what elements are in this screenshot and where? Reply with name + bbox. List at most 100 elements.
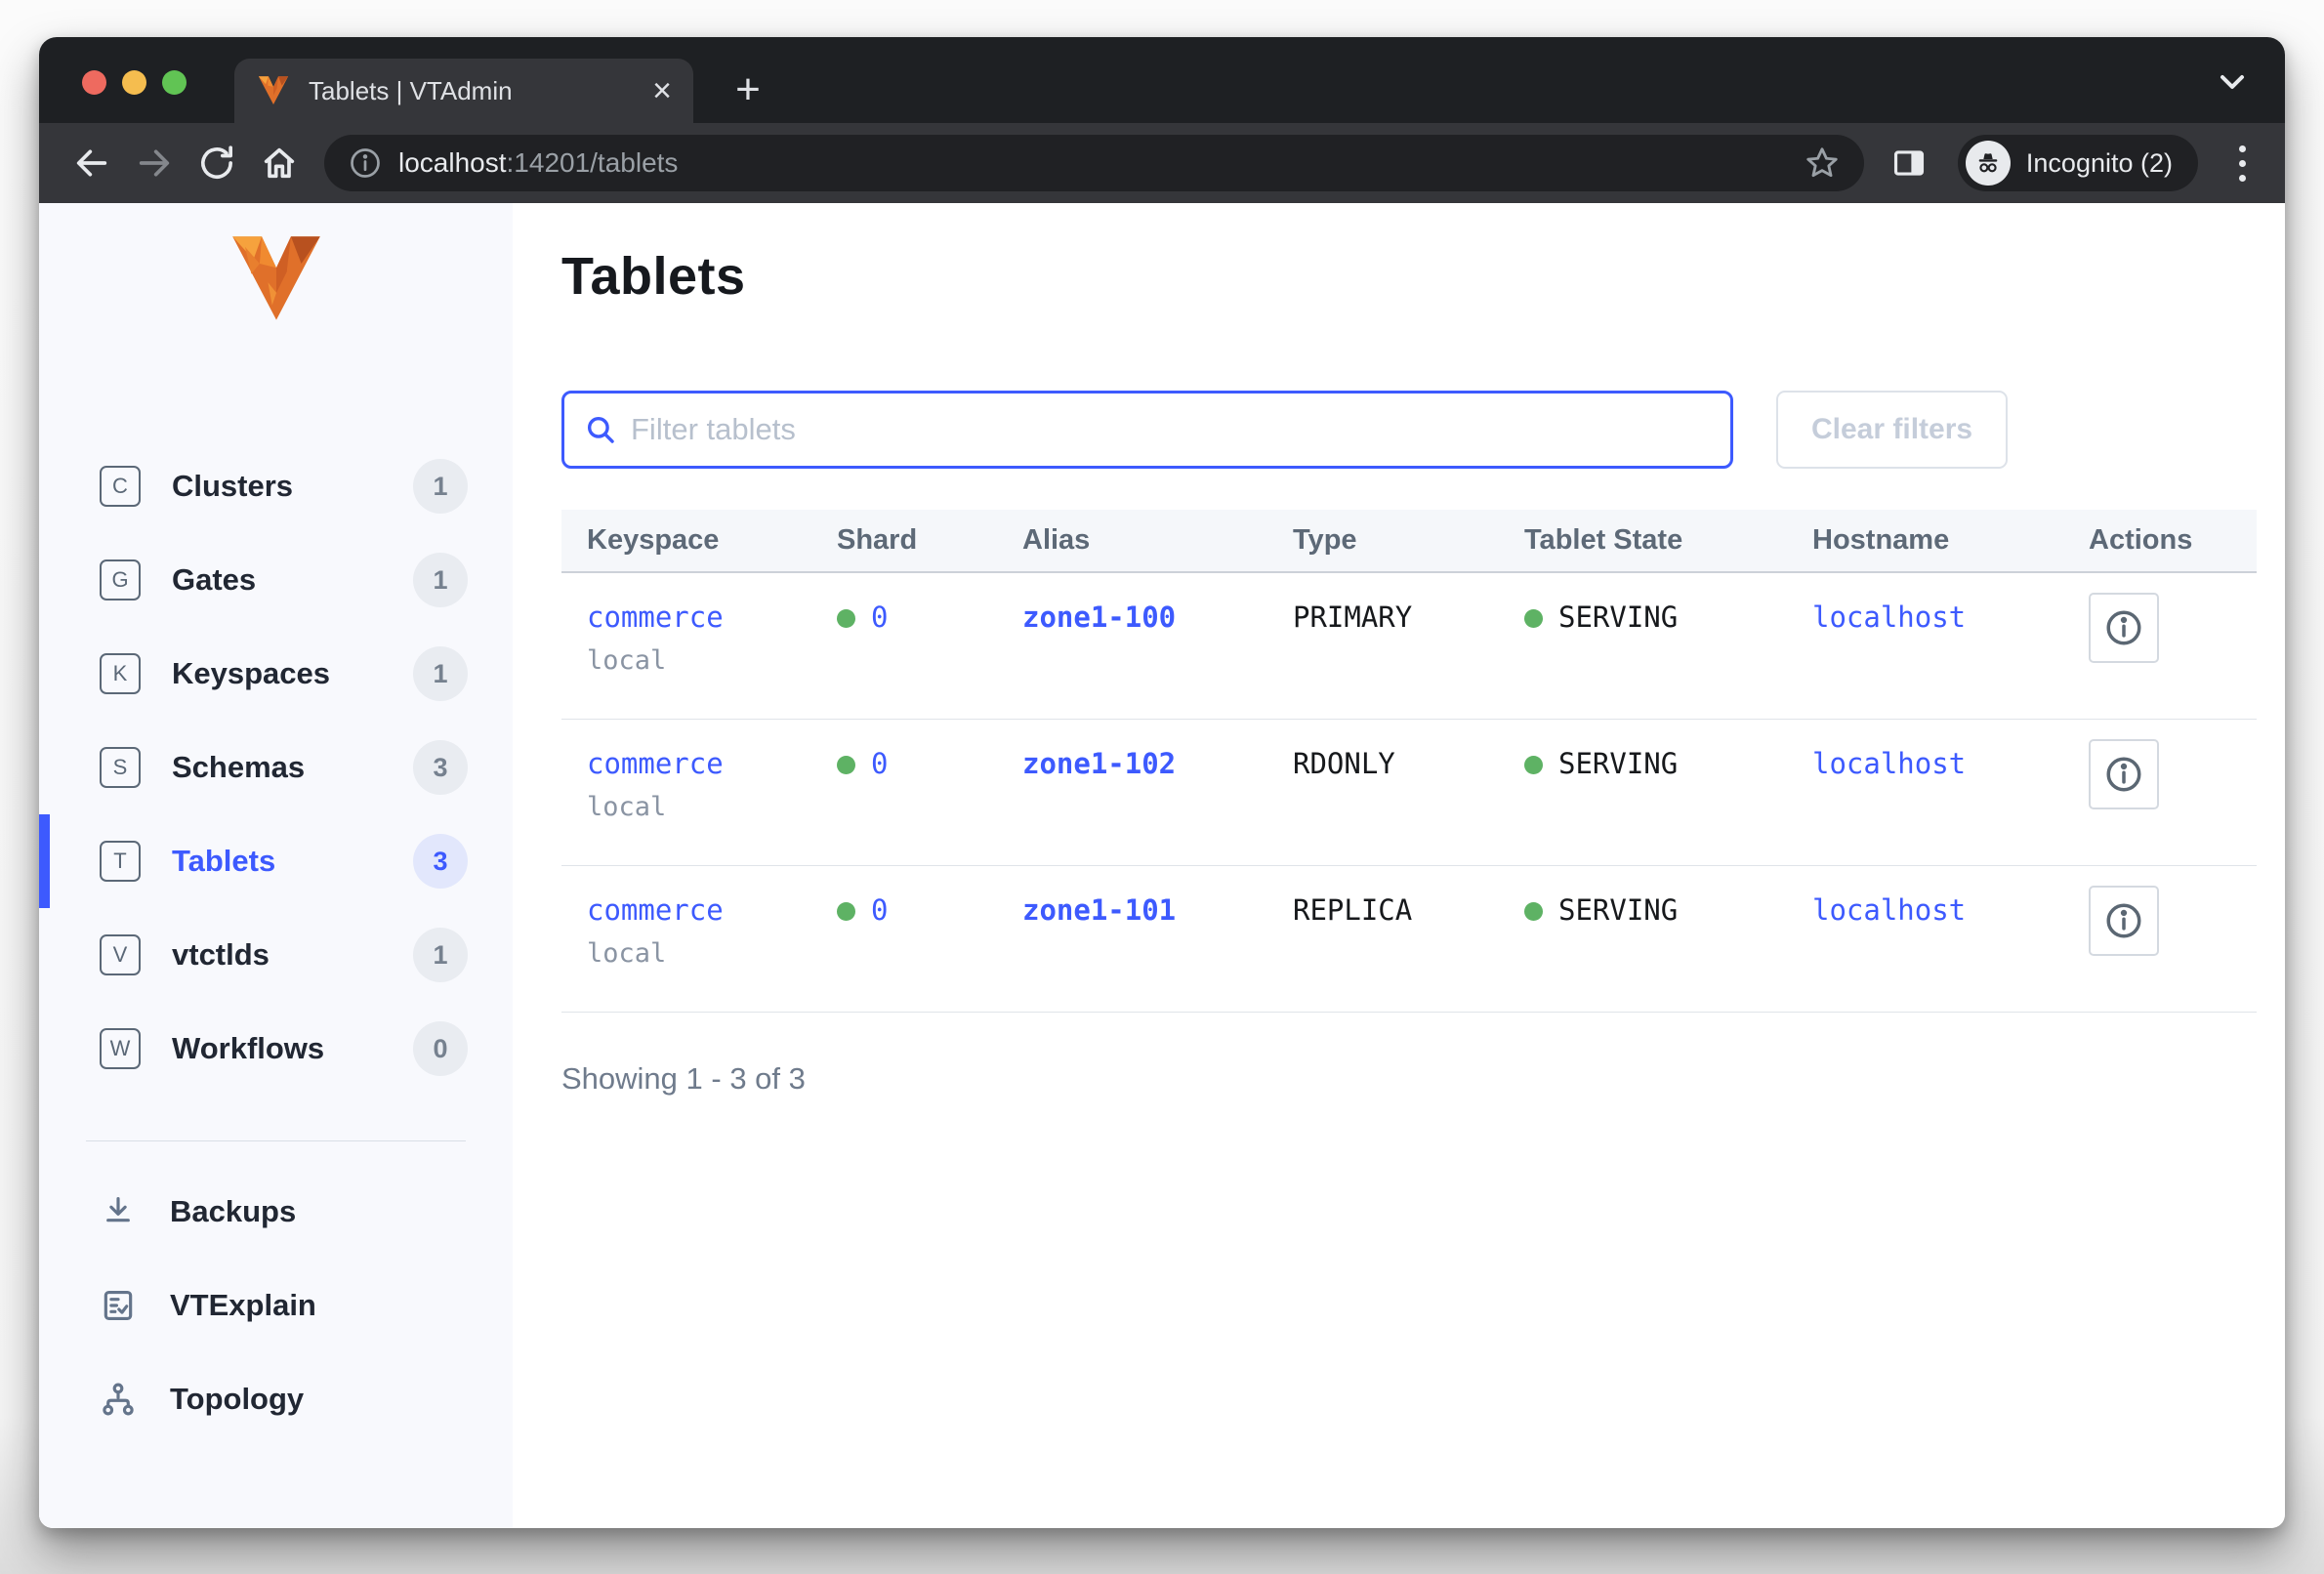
results-summary: Showing 1 - 3 of 3 [561, 1060, 806, 1096]
cluster-name: local [587, 645, 667, 676]
workflows-count-badge: 0 [413, 1021, 468, 1076]
new-tab-button[interactable]: + [735, 65, 761, 113]
sidebar-item-topology[interactable]: Topology [39, 1352, 513, 1446]
table-row: commerce local 0 zone1-102 RDONLY SERVIN… [561, 719, 2257, 866]
info-icon [2106, 610, 2141, 645]
table-row: commerce local 0 zone1-100 PRIMARY SERVI… [561, 572, 2257, 720]
back-button[interactable] [64, 136, 119, 190]
home-button[interactable] [252, 136, 307, 190]
vtexplain-icon [104, 1290, 133, 1321]
main-panel: Tablets Clear filters Keyspace Shard Ali… [513, 203, 2285, 1528]
topology-icon [103, 1383, 134, 1416]
tablet-state: SERVING [1558, 601, 1679, 634]
incognito-label: Incognito (2) [2025, 147, 2173, 178]
sidebar-item-clusters[interactable]: C Clusters 1 [39, 439, 513, 533]
tablet-info-button[interactable] [2089, 738, 2159, 809]
shard-link[interactable]: 0 [871, 892, 889, 927]
sidebar-nav: C Clusters 1 G Gates 1 K Keyspaces 1 S S… [39, 439, 513, 1096]
sidebar-item-gates[interactable]: G Gates 1 [39, 533, 513, 627]
sidebar-item-vtctlds[interactable]: V vtctlds 1 [39, 908, 513, 1002]
shard-link[interactable]: 0 [871, 746, 889, 780]
page-title: Tablets [561, 247, 746, 306]
zoom-window-button[interactable] [162, 70, 187, 95]
search-icon [587, 416, 614, 443]
tablet-info-button[interactable] [2089, 593, 2159, 663]
serving-status-dot [1524, 609, 1543, 628]
browser-tab[interactable]: Tablets | VTAdmin × [234, 59, 693, 123]
tablet-type: PRIMARY [1293, 601, 1413, 634]
tablets-count-badge: 3 [413, 834, 468, 889]
col-actions: Actions [2063, 510, 2257, 573]
incognito-icon [1965, 141, 2011, 186]
sidebar-item-workflows[interactable]: W Workflows 0 [39, 1002, 513, 1096]
reload-button[interactable] [189, 136, 244, 190]
hostname-link[interactable]: localhost [1812, 892, 1967, 927]
shard-link[interactable]: 0 [871, 601, 889, 634]
col-keyspace: Keyspace [561, 510, 811, 573]
browser-toolbar: localhost:14201/tablets Incognito (2) [39, 123, 2285, 203]
keyspace-link[interactable]: commerce [587, 892, 724, 927]
clusters-letter-icon: C [100, 466, 141, 507]
shard-status-dot [837, 609, 855, 628]
serving-status-dot [1524, 901, 1543, 921]
alias-link[interactable]: zone1-102 [1022, 746, 1177, 780]
page-info-icon[interactable] [348, 145, 383, 181]
window-controls [82, 70, 187, 95]
filter-box [561, 391, 1733, 469]
filter-tablets-input[interactable] [631, 412, 1711, 447]
vtctlds-letter-icon: V [100, 934, 141, 975]
keyspaces-letter-icon: K [100, 653, 141, 694]
clear-filters-button[interactable]: Clear filters [1776, 391, 2009, 469]
sidebar-item-tablets[interactable]: T Tablets 3 [39, 814, 513, 908]
info-icon [2106, 757, 2141, 791]
keyspace-link[interactable]: commerce [587, 746, 724, 780]
sidebar-item-schemas[interactable]: S Schemas 3 [39, 721, 513, 814]
table-row: commerce local 0 zone1-101 REPLICA SERVI… [561, 865, 2257, 1013]
tab-search-chevron-icon[interactable] [2213, 62, 2252, 102]
cluster-name: local [587, 937, 667, 969]
close-window-button[interactable] [82, 70, 106, 95]
url-bar[interactable]: localhost:14201/tablets [324, 135, 1864, 191]
col-alias: Alias [997, 510, 1267, 573]
tab-close-icon[interactable]: × [652, 72, 672, 109]
sidebar: C Clusters 1 G Gates 1 K Keyspaces 1 S S… [39, 203, 513, 1528]
incognito-badge[interactable]: Incognito (2) [1957, 135, 2198, 191]
side-panel-icon[interactable] [1882, 136, 1936, 190]
shard-status-dot [837, 755, 855, 774]
info-icon [2106, 903, 2141, 937]
shard-status-dot [837, 901, 855, 921]
hostname-link[interactable]: localhost [1812, 746, 1967, 780]
tablet-state: SERVING [1558, 892, 1679, 927]
bookmark-star-icon[interactable] [1804, 145, 1841, 182]
vtctlds-count-badge: 1 [413, 928, 468, 982]
sidebar-item-keyspaces[interactable]: K Keyspaces 1 [39, 627, 513, 721]
tablet-info-button[interactable] [2089, 885, 2159, 956]
app-content: C Clusters 1 G Gates 1 K Keyspaces 1 S S… [39, 203, 2285, 1528]
tablets-table: Keyspace Shard Alias Type Tablet State H… [561, 510, 2257, 1013]
keyspaces-count-badge: 1 [413, 646, 468, 701]
alias-link[interactable]: zone1-101 [1022, 892, 1177, 927]
forward-button[interactable] [127, 136, 182, 190]
workflows-letter-icon: W [100, 1028, 141, 1069]
tab-strip: Tablets | VTAdmin × + [39, 37, 2285, 123]
keyspace-link[interactable]: commerce [587, 601, 724, 634]
schemas-letter-icon: S [100, 747, 141, 788]
minimize-window-button[interactable] [122, 70, 146, 95]
cluster-name: local [587, 791, 667, 822]
backups-icon [106, 1196, 130, 1222]
sidebar-item-backups[interactable]: Backups [39, 1165, 513, 1259]
url-text: localhost:14201/tablets [398, 147, 679, 178]
sidebar-divider [86, 1140, 466, 1141]
col-hostname: Hostname [1787, 510, 2063, 573]
tablets-letter-icon: T [100, 841, 141, 882]
vitess-logo[interactable] [224, 232, 329, 326]
sidebar-item-vtexplain[interactable]: VTExplain [39, 1259, 513, 1352]
alias-link[interactable]: zone1-100 [1022, 601, 1177, 634]
filter-row: Clear filters [561, 391, 2285, 469]
hostname-link[interactable]: localhost [1812, 601, 1967, 634]
col-type: Type [1267, 510, 1499, 573]
browser-menu-icon[interactable] [2225, 145, 2260, 182]
table-header-row: Keyspace Shard Alias Type Tablet State H… [561, 510, 2257, 573]
col-tablet-state: Tablet State [1499, 510, 1787, 573]
col-shard: Shard [811, 510, 997, 573]
